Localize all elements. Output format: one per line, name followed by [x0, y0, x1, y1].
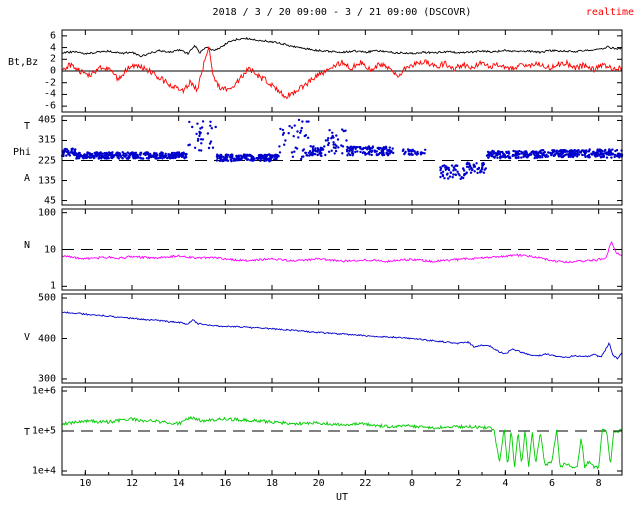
realtime-badge: realtime — [585, 7, 634, 18]
y-tick-label: 500 — [37, 292, 56, 304]
x-tick-label: 8 — [595, 478, 602, 489]
x-tick-label: 20 — [312, 478, 325, 489]
y-tick-label: 6 — [49, 30, 56, 42]
panel-label-bt-bz: Bt,Bz — [8, 57, 39, 68]
y-tick-label: 100 — [37, 207, 56, 219]
x-tick-label: 0 — [408, 478, 416, 489]
y-tick-label: -2 — [43, 77, 56, 89]
y-tick-label: 1e+6 — [31, 385, 56, 397]
panel-label-phi: Phi — [13, 147, 32, 158]
y-tick-label: 135 — [37, 175, 56, 187]
y-tick-label: -6 — [43, 100, 56, 112]
x-tick-label: 12 — [125, 478, 139, 489]
y-tick-label: 225 — [37, 155, 56, 166]
panel-label-temp: T — [24, 427, 31, 438]
x-tick-label: 2 — [455, 478, 462, 489]
x-tick-label: 6 — [548, 478, 556, 489]
x-tick-label: 16 — [219, 478, 232, 489]
y-tick-label: 1e+4 — [31, 465, 56, 477]
x-tick-label: 10 — [79, 478, 92, 489]
y-tick-label: 45 — [43, 195, 56, 207]
panel-label-v: V — [24, 332, 31, 343]
x-tick-label: 4 — [502, 478, 509, 489]
x-axis-title: UT — [335, 492, 349, 503]
y-tick-label: 0 — [49, 65, 56, 77]
panel-label-a: A — [24, 173, 31, 184]
y-tick-label: 315 — [37, 134, 56, 146]
y-tick-label: 405 — [37, 114, 56, 126]
x-tick-label: 14 — [172, 478, 185, 489]
y-tick-label: 10 — [43, 244, 56, 255]
panel-label-n: N — [24, 240, 31, 251]
y-tick-label: 1e+5 — [31, 425, 56, 437]
plot-title: 2018 / 3 / 20 09:00 - 3 / 21 09:00 (DSCO… — [212, 7, 472, 18]
panel-label-t: T — [24, 121, 31, 132]
y-tick-label: 1 — [49, 280, 56, 292]
y-tick-label: 400 — [37, 333, 56, 344]
y-tick-label: -4 — [43, 88, 56, 100]
x-tick-label: 18 — [265, 478, 279, 489]
y-tick-label: 300 — [37, 373, 56, 385]
x-tick-label: 22 — [359, 478, 372, 489]
y-tick-label: 4 — [49, 42, 56, 54]
y-tick-label: 2 — [49, 53, 56, 65]
